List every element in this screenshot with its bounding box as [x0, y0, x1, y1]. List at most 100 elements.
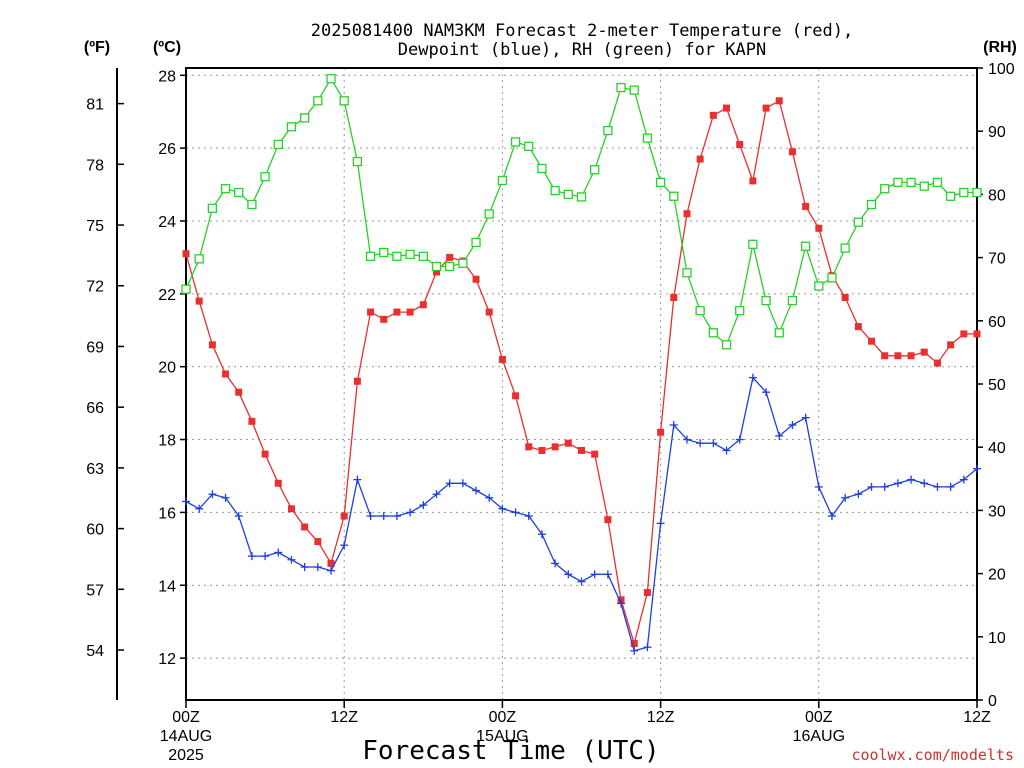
rh-point — [471, 237, 481, 248]
rh-point — [603, 125, 613, 136]
rh-point — [484, 209, 494, 219]
temperature-point — [960, 330, 968, 338]
dewpoint-point — [696, 439, 705, 448]
dewpoint-point — [841, 493, 850, 502]
dewpoint-point — [327, 566, 336, 575]
celsius-tick-label: 20 — [158, 360, 176, 377]
dewpoint-point — [195, 504, 204, 513]
data-series — [181, 74, 982, 655]
fahrenheit-tick-label: 72 — [86, 279, 104, 296]
rh-point — [945, 191, 956, 201]
temperature-point — [591, 450, 599, 458]
dewpoint-point — [261, 552, 270, 561]
dewpoint-point — [182, 497, 190, 506]
dewpoint-point — [287, 555, 296, 564]
dewpoint-point — [617, 599, 626, 608]
rh-point — [365, 251, 376, 261]
rh-point — [431, 261, 442, 272]
temperature-point — [353, 377, 361, 385]
rh-point — [313, 96, 323, 106]
rh-tick-label: 10 — [988, 630, 1006, 647]
rh-point — [392, 251, 402, 261]
rh-point — [800, 241, 811, 251]
temperature-point — [683, 210, 691, 218]
fahrenheit-tick-label: 75 — [86, 218, 104, 235]
temperature-point — [432, 268, 440, 276]
temperature-point — [419, 301, 427, 309]
temperature-point — [340, 512, 348, 520]
rh-point — [299, 113, 310, 123]
dewpoint-point — [933, 482, 942, 491]
x-tick-label: 12Z — [647, 709, 675, 726]
dewpoint-line — [185, 376, 978, 652]
rh-point — [339, 96, 349, 106]
rh-point — [893, 177, 903, 188]
rh-point — [590, 165, 600, 175]
x-year-label: 2025 — [168, 747, 204, 764]
temperature-point — [485, 308, 493, 316]
temperature-point — [907, 352, 915, 360]
rh-point — [405, 249, 415, 260]
temperature-point — [222, 370, 230, 378]
dewpoint-point — [551, 559, 560, 568]
rh-point — [840, 243, 850, 253]
rh-point — [748, 239, 758, 249]
x-date-label: 15AUG — [476, 728, 528, 745]
temperature-point — [973, 330, 981, 338]
rh-point — [972, 187, 982, 198]
temperature-point — [248, 417, 256, 425]
temperature-point — [182, 250, 190, 258]
chart-title-line-1: 2025081400 NAM3KM Forecast 2-meter Tempe… — [311, 21, 853, 41]
rh-tick-label: 40 — [988, 440, 1006, 457]
temperature-point — [498, 355, 506, 363]
temperature-point — [301, 523, 309, 531]
temperature-point — [393, 308, 401, 316]
dewpoint-point — [946, 482, 955, 491]
dewpoint-point — [366, 512, 375, 521]
rh-point — [866, 199, 877, 210]
temperature-point — [736, 140, 744, 148]
temperature-point — [287, 505, 295, 513]
dewpoint-point — [458, 479, 467, 488]
rh-point — [880, 184, 890, 194]
dewpoint-point — [893, 479, 902, 488]
temperature-point — [578, 446, 585, 454]
dewpoint-point — [300, 563, 309, 572]
dewpoint-point — [801, 413, 810, 422]
temperature-point — [868, 337, 876, 345]
temperature-point — [261, 450, 269, 458]
rh-point — [379, 247, 389, 258]
rh-tick-label: 80 — [988, 187, 1006, 204]
dewpoint-point — [340, 541, 349, 550]
dewpoint-point — [353, 475, 362, 484]
celsius-tick-label: 22 — [158, 287, 176, 304]
rh-point — [234, 187, 244, 198]
rh-point — [827, 273, 837, 283]
temperature-point — [406, 308, 414, 316]
dewpoint-point — [537, 530, 546, 539]
celsius-tick-label: 18 — [158, 433, 176, 450]
dewpoint-point — [564, 570, 573, 579]
temperature-point — [815, 224, 823, 232]
celsius-tick-label: 24 — [158, 214, 176, 231]
temperature-point — [947, 341, 955, 349]
dewpoint-point — [735, 435, 744, 444]
rh-point — [853, 217, 863, 227]
temperature-line — [185, 99, 977, 646]
temperature-point — [327, 559, 335, 567]
rh-tick-label: 0 — [988, 693, 997, 710]
rh-point — [273, 139, 283, 150]
dewpoint-point — [234, 512, 243, 521]
dewpoint-point — [432, 490, 441, 499]
rh-point — [655, 177, 666, 188]
rh-point — [352, 156, 363, 167]
dewpoint-point — [472, 486, 481, 495]
rh-point — [563, 189, 573, 200]
temperature-point — [657, 428, 665, 436]
x-tick-label: 12Z — [330, 709, 358, 726]
temperature-point — [551, 443, 559, 451]
dewpoint-point — [814, 482, 823, 491]
rh-point — [524, 141, 534, 152]
rh-point — [194, 254, 204, 264]
rh-point — [537, 163, 547, 174]
